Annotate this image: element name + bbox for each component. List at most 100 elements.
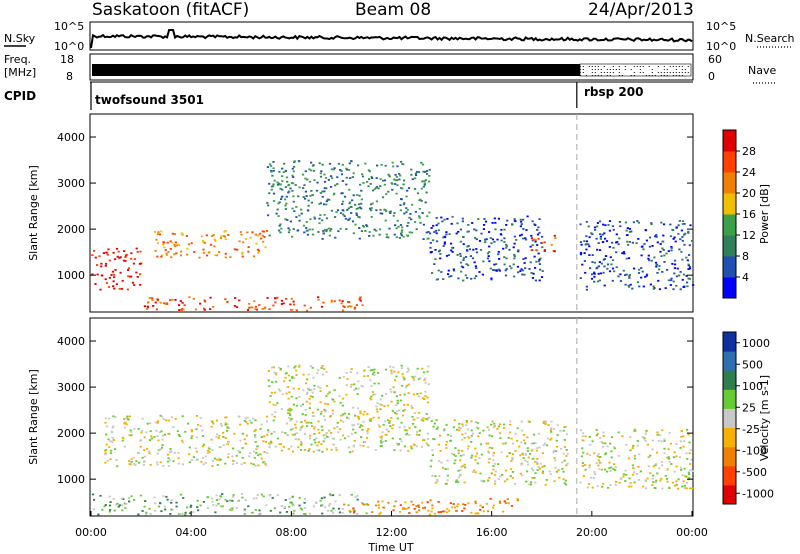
scatter-cell bbox=[274, 297, 277, 299]
scatter-cell bbox=[98, 255, 101, 258]
scatter-cell bbox=[617, 455, 620, 457]
scatter-cell bbox=[590, 477, 593, 479]
scatter-cell bbox=[222, 436, 225, 438]
scatter-cell bbox=[445, 447, 448, 449]
scatter-cell bbox=[125, 253, 128, 256]
scatter-cell bbox=[561, 467, 564, 470]
scatter-cell bbox=[462, 257, 465, 259]
scatter-cell bbox=[410, 173, 413, 176]
scatter-cell bbox=[434, 481, 437, 484]
scatter-cell bbox=[584, 243, 587, 246]
scatter-cell bbox=[497, 463, 500, 465]
scatter-cell bbox=[467, 264, 470, 267]
scatter-cell bbox=[542, 422, 545, 425]
scatter-cell bbox=[438, 460, 441, 463]
scatter-cell bbox=[162, 465, 165, 467]
scatter-cell bbox=[195, 450, 198, 453]
scatter-cell bbox=[323, 408, 326, 411]
scatter-cell bbox=[263, 460, 266, 463]
scatter-cell bbox=[508, 265, 512, 268]
scatter-cell bbox=[425, 191, 428, 194]
scatter-cell bbox=[182, 497, 185, 499]
scatter-cell bbox=[499, 423, 502, 426]
frequency-panel: Freq. [MHz] 18 8 60 0 Nave bbox=[4, 53, 776, 84]
scatter-cell bbox=[300, 208, 303, 211]
scatter-cell bbox=[429, 232, 432, 235]
scatter-cell bbox=[233, 460, 236, 463]
scatter-cell bbox=[218, 457, 221, 460]
scatter-cell bbox=[461, 510, 464, 512]
scatter-cell bbox=[613, 447, 616, 450]
scatter-cell bbox=[405, 195, 408, 198]
scatter-cell bbox=[462, 236, 465, 238]
scatter-cell bbox=[493, 422, 496, 425]
scatter-cell bbox=[219, 495, 222, 497]
scatter-cell bbox=[173, 243, 176, 246]
scatter-cell bbox=[419, 221, 422, 224]
scatter-cell bbox=[417, 378, 421, 380]
scatter-cell bbox=[538, 258, 541, 261]
scatter-cell bbox=[93, 498, 96, 501]
scatter-cell bbox=[216, 419, 219, 422]
scatter-cell bbox=[392, 366, 395, 369]
scatter-cell bbox=[505, 268, 508, 270]
scatter-cell bbox=[231, 459, 235, 462]
scatter-cell bbox=[284, 432, 287, 434]
scatter-cell bbox=[453, 419, 456, 422]
scatter-cell bbox=[318, 432, 321, 434]
scatter-cell bbox=[457, 503, 460, 506]
scatter-cell bbox=[168, 459, 172, 462]
scatter-cell bbox=[393, 411, 396, 414]
scatter-cell bbox=[251, 306, 254, 309]
scatter-cell bbox=[456, 254, 459, 256]
scatter-cell bbox=[270, 432, 273, 435]
scatter-cell bbox=[534, 279, 537, 282]
scatter-cell bbox=[461, 438, 464, 441]
scatter-cell bbox=[390, 391, 393, 393]
scatter-cell bbox=[679, 288, 682, 291]
scatter-cell bbox=[395, 176, 398, 178]
scatter-cell bbox=[362, 444, 365, 447]
scatter-cell bbox=[536, 469, 539, 471]
scatter-cell bbox=[108, 510, 111, 513]
scatter-cell bbox=[435, 232, 438, 235]
scatter-cell bbox=[320, 410, 323, 413]
scatter-cell bbox=[118, 287, 121, 290]
scatter-cell bbox=[438, 250, 441, 253]
scatter-cell bbox=[457, 481, 460, 483]
scatter-cell bbox=[530, 442, 533, 445]
scatter-cell bbox=[389, 388, 392, 391]
scatter-cell bbox=[459, 255, 462, 257]
scatter-cell bbox=[538, 279, 541, 282]
scatter-cell bbox=[435, 224, 438, 227]
scatter-cell bbox=[192, 456, 195, 458]
scatter-cell bbox=[380, 441, 383, 444]
scatter-cell bbox=[292, 387, 295, 390]
scatter-cell bbox=[379, 511, 382, 514]
scatter-cell bbox=[257, 249, 261, 252]
scatter-cell bbox=[625, 473, 628, 476]
scatter-cell bbox=[300, 508, 303, 511]
scatter-cell bbox=[167, 465, 170, 467]
scatter-cell bbox=[449, 435, 452, 437]
scatter-cell bbox=[333, 192, 336, 195]
scatter-cell bbox=[333, 300, 336, 303]
scatter-cell bbox=[190, 242, 193, 245]
scatter-cell bbox=[302, 196, 305, 198]
scatter-cell bbox=[341, 508, 344, 510]
scatter-cell bbox=[375, 408, 378, 411]
scatter-cell bbox=[629, 436, 632, 438]
scatter-cell bbox=[490, 278, 493, 281]
scatter-cell bbox=[583, 252, 586, 254]
scatter-cell bbox=[163, 433, 166, 436]
scatter-cell bbox=[465, 421, 468, 424]
scatter-cell bbox=[453, 506, 457, 509]
scatter-cell bbox=[484, 220, 488, 223]
scatter-cell bbox=[434, 475, 437, 477]
scatter-cell bbox=[249, 236, 252, 239]
scatter-cell bbox=[477, 218, 480, 220]
scatter-cell bbox=[622, 251, 625, 253]
scatter-cell bbox=[660, 440, 663, 443]
scatter-cell bbox=[131, 281, 135, 284]
scatter-cell bbox=[302, 187, 305, 189]
